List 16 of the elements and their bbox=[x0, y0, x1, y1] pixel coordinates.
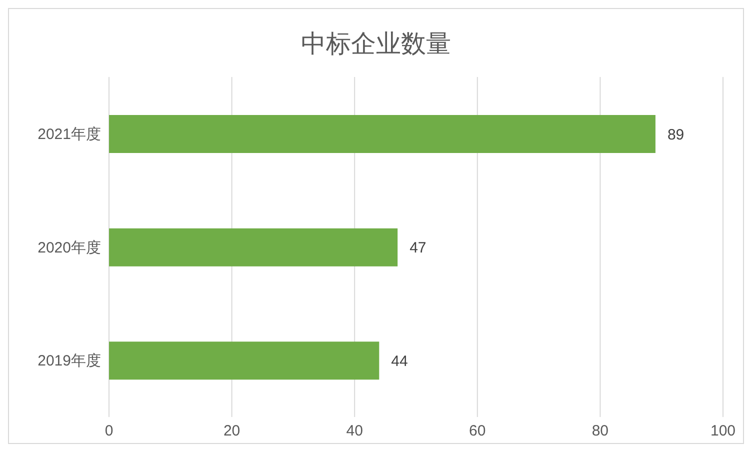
y-tick-label: 2019年度 bbox=[38, 352, 101, 370]
x-tick-label: 20 bbox=[223, 422, 240, 440]
x-tick-label: 0 bbox=[104, 422, 114, 440]
y-tick-label: 2020年度 bbox=[38, 239, 101, 256]
chart-title: 中标企业数量 bbox=[300, 29, 452, 60]
x-tick-label: 60 bbox=[469, 422, 486, 440]
bar bbox=[109, 228, 398, 266]
x-tick-label: 100 bbox=[710, 422, 736, 440]
x-tick-label: 80 bbox=[592, 422, 609, 440]
y-tick-label: 2021年度 bbox=[38, 126, 101, 143]
bar bbox=[109, 115, 656, 153]
data-label: 47 bbox=[410, 240, 426, 257]
bar bbox=[109, 342, 380, 380]
data-label: 89 bbox=[667, 126, 684, 144]
x-tick-label: 40 bbox=[346, 422, 363, 440]
data-label: 44 bbox=[391, 352, 408, 370]
